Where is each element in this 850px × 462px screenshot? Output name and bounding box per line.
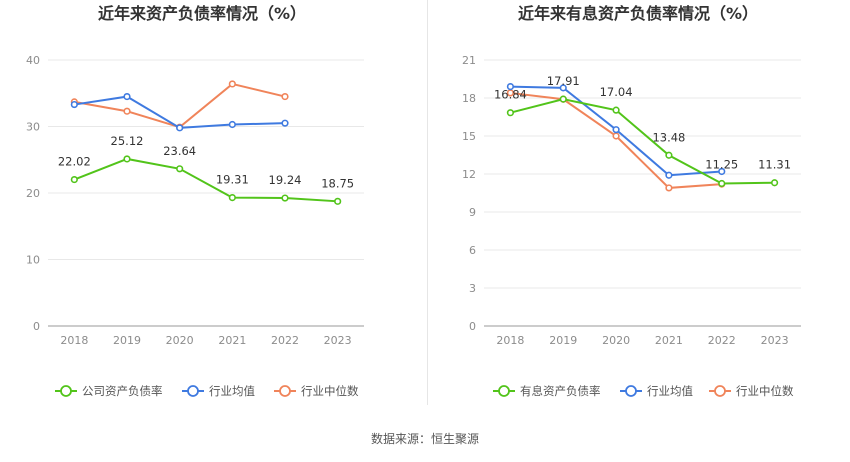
data-label: 17.04: [600, 85, 633, 99]
x-tick-label: 2023: [324, 334, 352, 347]
legend-item: 行业中位数: [709, 384, 794, 398]
legend-item: 行业均值: [620, 384, 693, 398]
data-label: 19.31: [216, 173, 249, 187]
x-tick-label: 2019: [113, 334, 141, 347]
data-point: [559, 84, 567, 92]
legend-label: 行业中位数: [301, 384, 359, 398]
y-tick-label: 6: [469, 244, 476, 257]
legend-label: 公司资产负债率: [82, 384, 163, 398]
data-point: [770, 179, 779, 187]
data-point: [281, 119, 289, 127]
series-line-1: [74, 95, 286, 129]
data-point: [665, 171, 673, 179]
legend-label: 行业均值: [209, 384, 255, 398]
legend-label: 行业均值: [647, 384, 693, 398]
x-tick-label: 2019: [549, 334, 577, 347]
data-point: [559, 95, 567, 103]
chart-2: 近年来有息资产负债率情况（%） 0 3 6 9 12 15 18 21 2018 2019 2020 2…: [462, 4, 801, 398]
legend-item: 行业均值: [182, 384, 255, 398]
data-point: [70, 175, 78, 184]
x-tick-label: 2020: [166, 334, 194, 347]
legend-marker: [60, 385, 72, 397]
y-tick-label: 21: [462, 54, 476, 67]
y-tick-label: 12: [462, 168, 476, 181]
data-point: [176, 124, 184, 132]
x-tick-label: 2021: [655, 334, 683, 347]
data-point: [334, 197, 342, 205]
data-label: 16.84: [494, 88, 527, 102]
data-label: 18.75: [321, 176, 354, 190]
data-label: 17.91: [547, 74, 580, 88]
series-line-0: [510, 98, 775, 185]
data-point: [281, 92, 289, 101]
y-tick-label: 9: [469, 206, 476, 219]
data-point: [612, 132, 620, 140]
data-point: [176, 165, 184, 173]
series-line-2: [74, 82, 286, 129]
data-label: 19.24: [269, 173, 302, 187]
x-tick-label: 2022: [708, 334, 736, 347]
data-point: [123, 155, 131, 163]
data-label: 13.48: [652, 130, 685, 144]
x-tick-label: 2020: [602, 334, 630, 347]
y-tick-label: 18: [462, 92, 476, 105]
y-tick-label: 40: [26, 54, 40, 67]
y-tick-label: 20: [26, 187, 40, 200]
data-point: [228, 193, 236, 202]
legend-item: 行业中位数: [274, 384, 359, 398]
data-point: [665, 151, 673, 159]
y-tick-label: 0: [469, 320, 476, 333]
data-point: [123, 92, 131, 101]
data-point: [281, 194, 289, 202]
data-point: [506, 109, 515, 117]
data-label: 11.31: [758, 158, 791, 172]
legend-marker: [279, 385, 291, 397]
y-tick-label: 30: [26, 121, 40, 134]
data-label: 11.25: [705, 158, 738, 172]
legend-marker: [187, 385, 199, 397]
data-point: [612, 126, 620, 134]
x-tick-label: 2023: [761, 334, 789, 347]
y-tick-label: 0: [33, 320, 40, 333]
legend-marker: [714, 385, 726, 397]
data-point: [228, 80, 236, 88]
data-point: [228, 120, 236, 129]
data-point: [612, 106, 620, 114]
data-label: 22.02: [58, 155, 91, 169]
legend-item: 公司资产负债率: [55, 384, 163, 398]
data-point: [506, 82, 515, 91]
data-point: [123, 107, 131, 115]
chart-1: 近年来资产负债率情况（%） 0 10 20 30 40 2018 2019 2020 2021 20…: [26, 4, 364, 398]
data-label: 23.64: [163, 144, 196, 158]
data-point: [70, 100, 78, 109]
x-tick-label: 2021: [218, 334, 246, 347]
series-line-0: [73, 157, 338, 203]
y-tick-label: 15: [462, 130, 476, 143]
chart-title: 近年来有息资产负债率情况（%）: [518, 4, 758, 23]
data-point: [718, 179, 726, 188]
y-tick-label: 10: [26, 254, 40, 267]
x-tick-label: 2018: [60, 334, 88, 347]
x-tick-label: 2022: [271, 334, 299, 347]
chart-title: 近年来资产负债率情况（%）: [98, 4, 306, 23]
data-point: [718, 167, 726, 176]
legend-label: 有息资产负债率: [520, 384, 601, 398]
legend-marker: [625, 385, 637, 397]
data-point: [665, 184, 673, 192]
data-source-text: 数据来源：恒生聚源: [370, 432, 479, 446]
legend-item: 有息资产负债率: [493, 384, 601, 398]
x-tick-label: 2018: [496, 334, 524, 347]
legend-label: 行业中位数: [736, 384, 794, 398]
chart-divider: [427, 0, 428, 405]
data-label: 25.12: [111, 134, 144, 148]
y-tick-label: 3: [469, 282, 476, 295]
legend-marker: [498, 385, 510, 397]
